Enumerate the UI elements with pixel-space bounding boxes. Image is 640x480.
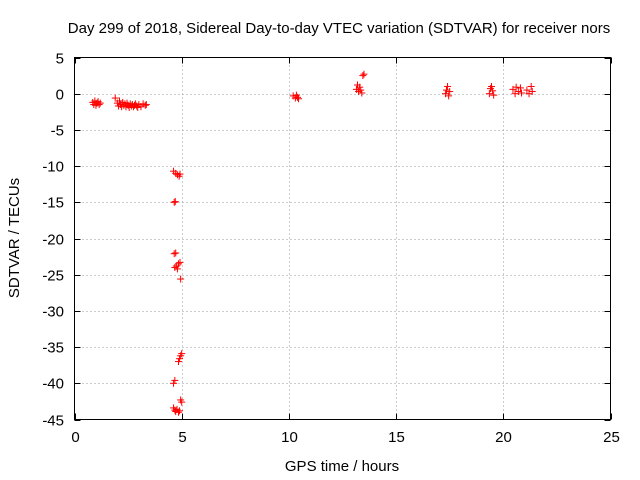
- data-point: [176, 407, 184, 415]
- data-point: [170, 198, 178, 206]
- data-point: [178, 398, 186, 406]
- x-tick-label: 15: [388, 429, 405, 446]
- data-point: [514, 88, 522, 96]
- data-point: [174, 260, 182, 268]
- x-tick-labels: 0 5 10 15 20 25: [71, 429, 620, 446]
- y-tick-label: -35: [42, 340, 64, 357]
- data-point: [485, 90, 493, 98]
- data-point: [134, 103, 142, 111]
- data-point: [489, 87, 497, 95]
- data-point: [176, 258, 184, 266]
- data-point: [111, 94, 119, 102]
- data-point: [142, 101, 150, 109]
- data-points: [89, 70, 536, 416]
- data-point: [174, 358, 182, 366]
- data-point: [295, 95, 303, 103]
- data-point: [170, 250, 178, 258]
- data-point: [512, 83, 520, 91]
- data-point: [528, 88, 536, 96]
- data-point: [356, 83, 364, 91]
- data-point: [171, 198, 179, 206]
- data-point: [359, 72, 367, 80]
- data-point: [172, 169, 180, 177]
- y-tick-label: -10: [42, 159, 64, 176]
- y-tick-label: -25: [42, 268, 64, 285]
- axis-ticks: [74, 57, 612, 421]
- y-axis-label: SDTVAR / TECUs: [6, 178, 23, 298]
- data-point: [523, 86, 531, 94]
- data-point: [177, 275, 185, 283]
- data-point: [490, 91, 498, 99]
- data-point: [174, 408, 182, 416]
- data-point: [96, 99, 104, 107]
- data-point: [445, 92, 453, 100]
- y-tick-label: -5: [51, 123, 64, 140]
- y-tick-label: -30: [42, 304, 64, 321]
- grid-lines: [74, 57, 611, 420]
- data-point: [141, 101, 149, 109]
- data-point: [527, 82, 535, 90]
- data-point: [360, 70, 368, 78]
- plot-frame: [74, 57, 611, 420]
- data-point: [116, 97, 124, 105]
- data-point: [171, 376, 179, 384]
- y-tick-label: -15: [42, 195, 64, 212]
- y-tick-label: -40: [42, 376, 64, 393]
- data-point: [358, 89, 366, 97]
- x-tick-label: 25: [603, 429, 620, 446]
- data-point: [446, 88, 454, 96]
- y-tick-label: -45: [42, 413, 64, 430]
- x-axis-label: GPS time / hours: [285, 458, 399, 475]
- data-point: [442, 86, 450, 94]
- x-tick-label: 0: [71, 429, 79, 446]
- x-tick-label: 20: [495, 429, 512, 446]
- data-point: [516, 84, 524, 92]
- x-tick-label: 5: [178, 429, 186, 446]
- data-point: [173, 265, 181, 273]
- data-point: [488, 82, 496, 90]
- data-point: [518, 89, 526, 97]
- y-tick-label: 5: [56, 51, 64, 68]
- data-point: [176, 355, 184, 363]
- y-tick-labels: 5 0 -5 -10 -15 -20 -25 -30 -35 -40 -45: [42, 51, 64, 430]
- data-point: [357, 86, 365, 94]
- data-point: [172, 249, 180, 257]
- y-tick-label: 0: [56, 87, 64, 104]
- data-point: [95, 101, 103, 109]
- data-point: [170, 379, 178, 387]
- chart-title: Day 299 of 2018, Sidereal Day-to-day VTE…: [68, 20, 610, 37]
- data-point: [293, 93, 301, 101]
- data-point: [176, 170, 184, 178]
- data-point: [178, 350, 186, 358]
- data-point: [444, 82, 452, 90]
- x-tick-label: 10: [281, 429, 298, 446]
- y-tick-label: -20: [42, 232, 64, 249]
